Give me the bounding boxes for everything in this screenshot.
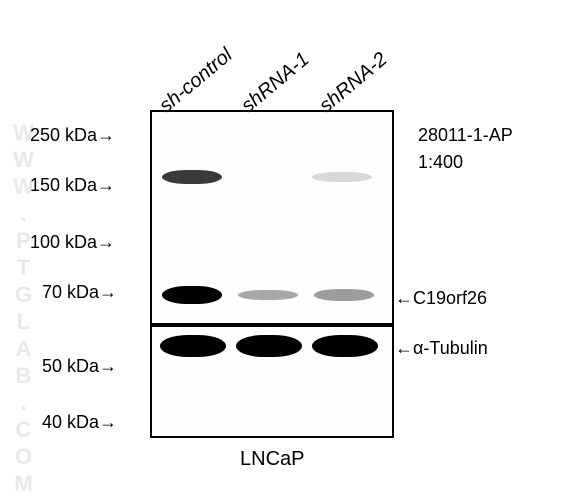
band-c19orf26-lane1	[162, 286, 222, 304]
dilution-label: 1:400	[418, 152, 463, 173]
target-label-c19orf26: ←C19orf26	[395, 288, 487, 309]
target-label-tubulin: ←α-Tubulin	[395, 338, 488, 359]
mw-label-150: 150 kDa→	[30, 175, 115, 196]
lane-label-shrna-1: shRNA-1	[237, 48, 314, 118]
cell-line-label: LNCaP	[240, 448, 304, 471]
mw-label-70: 70 kDa→	[42, 282, 117, 303]
western-blot-figure: WWW.PTGLAB.COM 250 kDa→ 150 kDa→ 100 kDa…	[0, 0, 580, 500]
mw-label-50: 50 kDa→	[42, 356, 117, 377]
mw-label-40: 40 kDa→	[42, 412, 117, 433]
band-c19orf26-lane2	[238, 290, 298, 300]
band-tubulin-lane2	[236, 335, 302, 357]
mw-label-250: 250 kDa→	[30, 125, 115, 146]
band-150kda-lane1	[162, 170, 222, 184]
mw-label-100: 100 kDa→	[30, 232, 115, 253]
lane-label-sh-control: sh-control	[155, 44, 237, 118]
band-tubulin-lane3	[312, 335, 378, 357]
band-c19orf26-lane3	[314, 289, 374, 301]
band-150kda-lane3	[312, 172, 372, 182]
band-tubulin-lane1	[160, 335, 226, 357]
lane-label-shrna-2: shRNA-2	[315, 48, 392, 118]
antibody-id-label: 28011-1-AP	[418, 125, 513, 146]
